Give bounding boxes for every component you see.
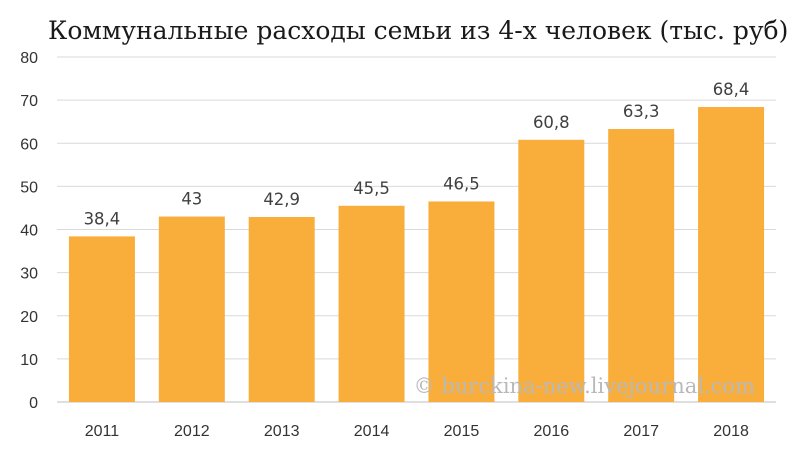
data-labels: 38,4 43 42,9 45,5 46,5 60,8 63,3 68,4 <box>84 80 750 228</box>
data-label: 46,5 <box>443 174 480 193</box>
x-tick-label: 2013 <box>264 423 300 440</box>
y-tick-label: 60 <box>20 136 38 153</box>
y-tick-label: 80 <box>20 50 38 67</box>
data-label: 45,5 <box>353 179 390 198</box>
data-label: 43 <box>181 190 202 209</box>
x-tick-label: 2015 <box>444 423 480 440</box>
x-tick-label: 2016 <box>534 423 570 440</box>
data-label: 68,4 <box>713 80 750 99</box>
x-tick-label: 2018 <box>713 423 749 440</box>
y-tick-label: 30 <box>20 266 38 283</box>
x-tick-label: 2011 <box>85 423 120 440</box>
bar <box>608 129 675 403</box>
x-tick-label: 2017 <box>623 423 659 440</box>
bar <box>698 107 765 403</box>
data-label: 63,3 <box>623 102 660 121</box>
data-label: 38,4 <box>84 209 121 228</box>
x-tick-label: 2012 <box>174 423 210 440</box>
bar <box>338 205 405 402</box>
y-tick-label: 50 <box>20 179 38 196</box>
data-label: 60,8 <box>533 113 570 132</box>
y-tick-label: 70 <box>20 93 38 110</box>
watermark-text: © burckina-new.livejournal.com <box>414 374 755 398</box>
x-tick-label: 2014 <box>354 423 390 440</box>
x-axis-ticks: 2011 2012 2013 2014 2015 2016 2017 2018 <box>85 423 749 440</box>
y-tick-label: 0 <box>29 395 38 412</box>
chart-title: Коммунальные расходы семьи из 4-х челове… <box>48 16 788 45</box>
data-label: 42,9 <box>263 190 300 209</box>
y-tick-label: 40 <box>20 223 38 240</box>
bar <box>68 236 135 402</box>
bar <box>428 201 495 402</box>
y-axis-ticks: 0 10 20 30 40 50 60 70 80 <box>20 50 38 412</box>
bar <box>158 216 225 402</box>
bar <box>248 216 315 402</box>
y-tick-label: 20 <box>20 309 38 326</box>
bars <box>68 107 765 403</box>
y-tick-label: 10 <box>20 352 38 369</box>
bar <box>518 139 585 403</box>
